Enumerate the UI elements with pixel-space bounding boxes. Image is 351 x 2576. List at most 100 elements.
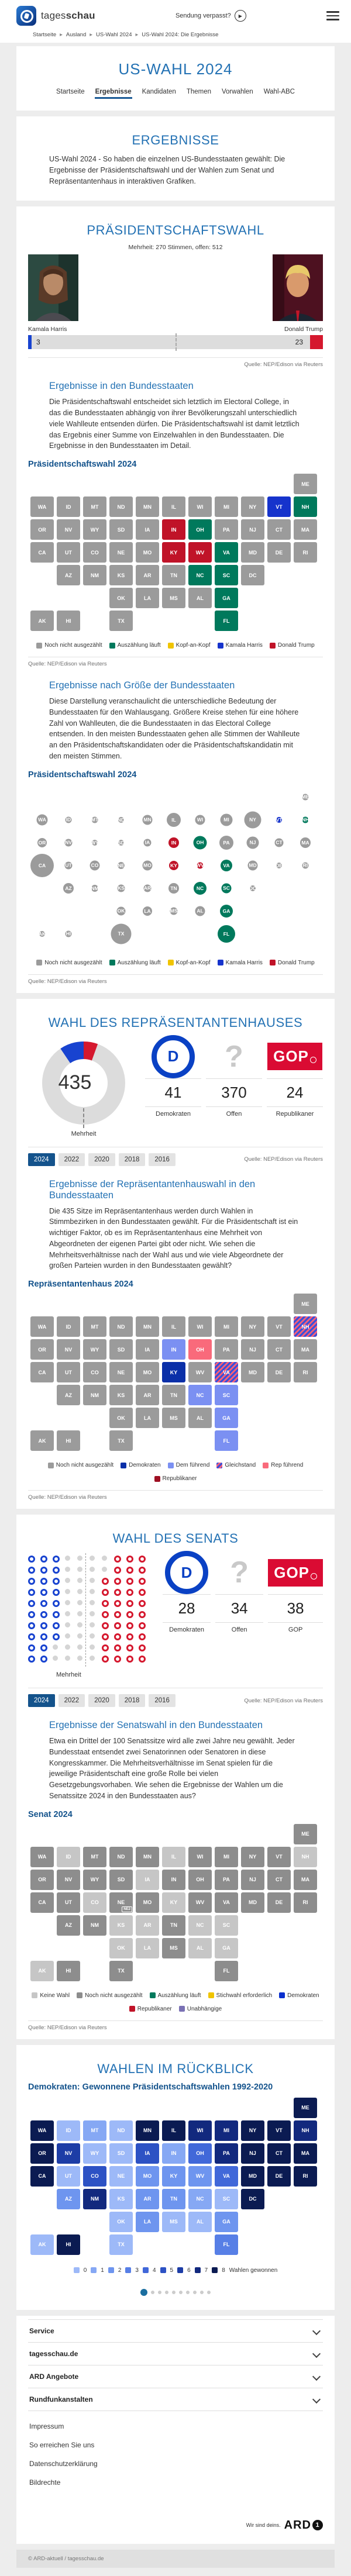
state-tile-IA[interactable]: IA — [136, 1339, 159, 1360]
state-tile-MA[interactable]: MA — [294, 1869, 317, 1890]
state-tile-NC[interactable]: NC — [188, 565, 212, 585]
state-tile-MI[interactable]: MI — [215, 1846, 238, 1867]
state-tile-AZ[interactable]: AZ — [57, 565, 80, 585]
state-tile-IL[interactable]: IL — [162, 1316, 185, 1337]
state-tile-LA[interactable]: LA — [136, 1408, 159, 1428]
state-bubble-SC[interactable]: SC — [221, 883, 232, 893]
year-button-2024[interactable]: 2024 — [28, 1153, 55, 1166]
state-tile-PA[interactable]: PA — [215, 519, 238, 540]
state-tile-NY[interactable]: NY — [241, 1846, 264, 1867]
state-tile-HI[interactable]: HI — [57, 1960, 80, 1981]
state-tile-IA[interactable]: IA — [136, 1869, 159, 1890]
state-tile-MT[interactable]: MT — [83, 496, 106, 517]
state-tile-FL[interactable]: FL — [215, 611, 238, 631]
state-tile-KS[interactable]: KS — [109, 2188, 133, 2209]
state-tile-NY[interactable]: NY — [241, 2120, 264, 2141]
sendung-verpasst-link[interactable]: Sendung verpasst? ▶ — [176, 10, 246, 22]
year-button-2020[interactable]: 2020 — [88, 1153, 115, 1166]
play-icon[interactable]: ▶ — [234, 10, 246, 22]
state-tile-ID[interactable]: ID — [57, 1846, 80, 1867]
state-tile-MO[interactable]: MO — [136, 2165, 159, 2187]
breadcrumb-item[interactable]: Ausland — [66, 32, 87, 38]
state-bubble-MD[interactable]: MD — [247, 860, 258, 870]
state-tile-WI[interactable]: WI — [188, 1316, 212, 1337]
state-bubble-VA[interactable]: VA — [221, 859, 232, 871]
state-bubble-MS[interactable]: MS — [170, 907, 178, 915]
state-bubble-IN[interactable]: IN — [168, 837, 179, 848]
state-tile-TX[interactable]: TX — [109, 2234, 133, 2255]
carousel-dot-1[interactable] — [140, 2288, 147, 2296]
state-tile-OK[interactable]: OK — [109, 588, 133, 608]
state-tile-GA[interactable]: GA — [215, 1937, 238, 1958]
state-bubble-KS[interactable]: KS — [117, 884, 125, 892]
state-tile-GA[interactable]: GA — [215, 2211, 238, 2232]
state-tile-WA[interactable]: WA — [30, 1316, 54, 1337]
state-tile-MN[interactable]: MN — [136, 2120, 159, 2141]
state-tile-WI[interactable]: WI — [188, 496, 212, 517]
state-tile-OR[interactable]: OR — [30, 1869, 54, 1890]
state-tile-NH[interactable]: NH — [294, 496, 317, 517]
state-tile-NE[interactable]: NE — [109, 2165, 133, 2187]
state-tile-NM[interactable]: NM — [83, 1915, 106, 1936]
state-bubble-DE[interactable]: DE — [276, 862, 283, 868]
state-tile-NH[interactable]: NH — [294, 1846, 317, 1867]
state-tile-SC[interactable]: SC — [215, 565, 238, 585]
state-bubble-NV[interactable]: NV — [64, 839, 73, 846]
state-tile-UT[interactable]: UT — [57, 1362, 80, 1382]
state-bubble-MN[interactable]: MN — [142, 815, 153, 825]
state-tile-TN[interactable]: TN — [162, 1385, 185, 1405]
state-tile-SC[interactable]: SC — [215, 2188, 238, 2209]
state-tile-MO[interactable]: MO — [136, 1892, 159, 1913]
state-tile-OH[interactable]: OH — [188, 1869, 212, 1890]
state-tile-MO[interactable]: MO — [136, 542, 159, 563]
state-tile-IN[interactable]: IN — [162, 1869, 185, 1890]
state-tile-CO[interactable]: CO — [83, 1362, 106, 1382]
state-tile-NJ[interactable]: NJ — [241, 2143, 264, 2164]
state-tile-MI[interactable]: MI — [215, 496, 238, 517]
state-tile-MD[interactable]: MD — [241, 1892, 264, 1913]
state-tile-ID[interactable]: ID — [57, 496, 80, 517]
state-bubble-TX[interactable]: TX — [111, 923, 132, 944]
state-tile-FL[interactable]: FL — [215, 1960, 238, 1981]
state-bubble-IA[interactable]: IA — [143, 839, 152, 846]
state-tile-MD[interactable]: MD — [241, 2165, 264, 2187]
year-button-2024[interactable]: 2024 — [28, 1694, 55, 1707]
state-tile-MN[interactable]: MN — [136, 1846, 159, 1867]
state-tile-FL[interactable]: FL — [215, 2234, 238, 2255]
state-tile-TX[interactable]: TX — [109, 611, 133, 631]
hamburger-menu-icon[interactable] — [326, 11, 339, 20]
state-tile-ND[interactable]: ND — [109, 1846, 133, 1867]
tab-ergebnisse[interactable]: Ergebnisse — [94, 87, 132, 99]
state-tile-WV[interactable]: WV — [188, 542, 212, 563]
state-bubble-MI[interactable]: MI — [220, 813, 233, 826]
state-tile-HI[interactable]: HI — [57, 2234, 80, 2255]
state-tile-ME[interactable]: ME — [294, 474, 317, 494]
state-tile-WI[interactable]: WI — [188, 1846, 212, 1867]
state-bubble-WI[interactable]: WI — [195, 815, 205, 825]
state-tile-CO[interactable]: CO — [83, 2165, 106, 2187]
state-tile-WV[interactable]: WV — [188, 1892, 212, 1913]
state-tile-CA[interactable]: CA — [30, 1892, 54, 1913]
state-tile-NH[interactable]: NH — [294, 1316, 317, 1337]
state-tile-CO[interactable]: CO — [83, 1892, 106, 1913]
state-tile-NV[interactable]: NV — [57, 1869, 80, 1890]
state-bubble-WV[interactable]: WV — [196, 862, 204, 868]
state-tile-NE[interactable]: NE — [109, 1362, 133, 1382]
state-bubble-ME[interactable]: ME — [301, 794, 309, 800]
state-tile-IA[interactable]: IA — [136, 2143, 159, 2164]
state-tile-VA[interactable]: VA — [215, 1892, 238, 1913]
state-bubble-NE[interactable]: NE — [118, 861, 125, 869]
state-bubble-GA[interactable]: GA — [220, 904, 233, 918]
state-bubble-HI[interactable]: HI — [65, 930, 72, 937]
state-tile-CT[interactable]: CT — [267, 519, 291, 540]
state-bubble-LA[interactable]: LA — [143, 906, 152, 916]
state-tile-MI[interactable]: MI — [215, 1316, 238, 1337]
breadcrumb-item[interactable]: US-Wahl 2024: Die Ergebnisse — [142, 32, 219, 38]
state-tile-TN[interactable]: TN — [162, 1915, 185, 1936]
state-tile-NV[interactable]: NV — [57, 2143, 80, 2164]
state-tile-TX[interactable]: TX — [109, 1960, 133, 1981]
state-tile-TN[interactable]: TN — [162, 565, 185, 585]
state-tile-KY[interactable]: KY — [162, 2165, 185, 2187]
state-tile-ID[interactable]: ID — [57, 1316, 80, 1337]
state-tile-KS[interactable]: KS — [109, 1915, 133, 1936]
